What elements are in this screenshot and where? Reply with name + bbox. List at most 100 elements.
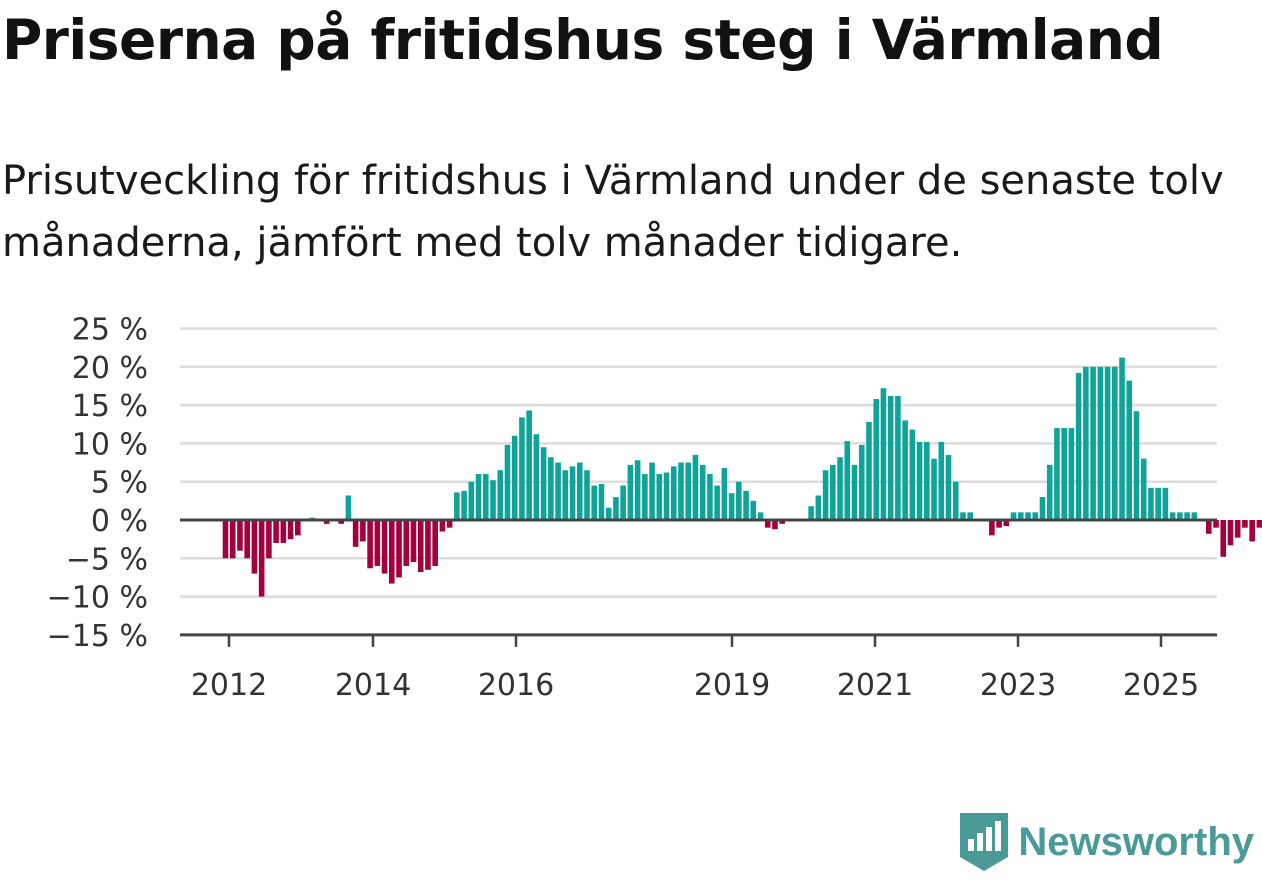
brand-logo: Newsworthy (960, 813, 1254, 871)
x-tick-label: 2012 (191, 668, 267, 703)
bar (468, 481, 475, 520)
bar (1220, 520, 1227, 557)
bar (822, 470, 829, 520)
bar (1054, 428, 1060, 520)
bar (945, 454, 952, 520)
bar (352, 520, 359, 547)
bar (1249, 520, 1255, 542)
bar (866, 421, 872, 520)
bar (1140, 458, 1147, 520)
bar (540, 447, 547, 520)
bar (533, 434, 540, 520)
bar (916, 441, 923, 520)
bar (830, 464, 836, 520)
bar (678, 462, 684, 520)
bar-chart: 25 %20 %15 %10 % 5 %0 %−5 % −10 %−15 % 201… (47, 313, 1262, 703)
bar (432, 520, 438, 566)
bar (229, 520, 236, 559)
bar (490, 480, 496, 520)
bar (728, 493, 735, 520)
bar (924, 441, 930, 520)
bar (1234, 520, 1241, 538)
bar (1061, 428, 1067, 520)
bar (323, 520, 330, 524)
gridlines (180, 327, 1217, 598)
chart-subtitle: Prisutveckling för fritidshus i Värmland… (2, 158, 1224, 266)
bar (880, 388, 887, 520)
bar (670, 466, 677, 520)
bar (605, 507, 612, 520)
bar (1083, 366, 1089, 520)
bar (598, 483, 605, 520)
bar (960, 512, 966, 520)
bar (222, 520, 229, 559)
bar (338, 520, 344, 524)
bar (779, 520, 786, 524)
bar (381, 520, 388, 574)
bar (287, 520, 294, 540)
bar (555, 462, 561, 520)
bar (591, 485, 598, 520)
bar (454, 492, 460, 520)
bar (1242, 520, 1248, 528)
bar (439, 520, 446, 532)
x-axis-ticks: 2012 2014 2016 2019 2021 2023 2025 (191, 634, 1199, 703)
bar (931, 458, 937, 520)
bar (1046, 464, 1053, 520)
brand-name: Newsworthy (1018, 819, 1254, 864)
bar (707, 474, 713, 520)
bar (403, 520, 410, 566)
bar (374, 520, 381, 566)
bar (772, 520, 778, 530)
bar (1227, 520, 1234, 546)
bar (1256, 520, 1262, 528)
bar (1148, 487, 1154, 520)
y-tick-label: 5 % (91, 466, 148, 501)
bar (360, 520, 366, 542)
bar (1205, 520, 1212, 534)
bar (1162, 487, 1169, 520)
bar (620, 485, 626, 520)
bar (1097, 366, 1104, 520)
bar (1119, 357, 1125, 520)
y-tick-label: −15 % (47, 619, 148, 654)
bar (634, 460, 641, 520)
bar (417, 520, 424, 573)
bar (244, 520, 250, 559)
x-tick-label: 2019 (694, 668, 770, 703)
bar (280, 520, 287, 543)
bar (1213, 520, 1219, 528)
bar (613, 497, 619, 520)
bar (497, 470, 504, 520)
bar (1177, 512, 1183, 520)
bar (1068, 428, 1075, 520)
y-tick-label: 20 % (72, 351, 148, 386)
y-axis-ticks: 25 %20 %15 %10 % 5 %0 %−5 % −10 %−15 % (47, 313, 148, 654)
bar (425, 520, 431, 570)
x-tick-label: 2021 (837, 668, 913, 703)
y-tick-label: 10 % (72, 427, 148, 462)
bar (837, 457, 843, 520)
bar (396, 520, 402, 578)
bar (764, 520, 771, 528)
bar (656, 474, 663, 520)
bar (1032, 512, 1039, 520)
bar (895, 395, 901, 520)
bar (475, 474, 482, 520)
bar (808, 506, 814, 520)
bar (967, 512, 973, 520)
bar (642, 474, 648, 520)
bar (627, 464, 634, 520)
bar (295, 520, 301, 536)
newsworthy-logo-icon (960, 813, 1009, 871)
bar (1003, 520, 1010, 527)
bar (273, 520, 279, 543)
bar (736, 481, 742, 520)
bar (1104, 366, 1111, 520)
x-tick-label: 2016 (478, 668, 554, 703)
bar (815, 495, 822, 520)
bar (569, 466, 576, 520)
x-tick-label: 2023 (980, 668, 1056, 703)
bar (996, 520, 1002, 528)
bar (1169, 512, 1176, 520)
